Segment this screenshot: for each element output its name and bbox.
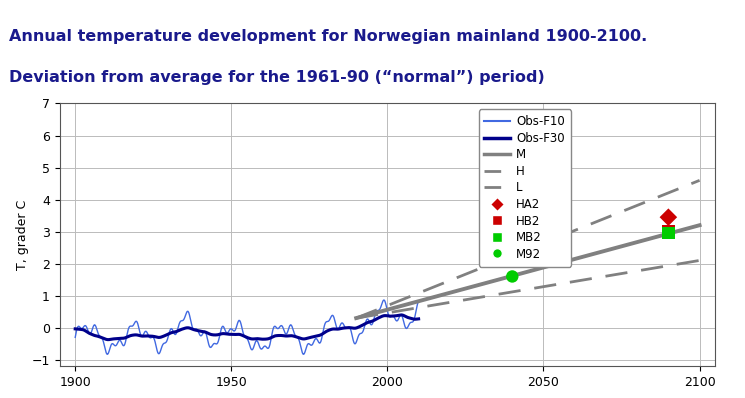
Point [662,228,674,235]
Legend: Obs-F10, Obs-F30, M, H, L, HA2, HB2, MB2, M92: Obs-F10, Obs-F30, M, H, L, HA2, HB2, MB2… [478,109,571,267]
Point [662,214,674,220]
Point [507,273,519,280]
Y-axis label: T, grader C: T, grader C [16,200,29,270]
Text: Annual temperature development for Norwegian mainland 1900-2100.: Annual temperature development for Norwe… [9,29,647,44]
Point [662,230,674,236]
Text: Deviation from average for the 1961-90 (“normal”) period): Deviation from average for the 1961-90 (… [9,70,545,85]
